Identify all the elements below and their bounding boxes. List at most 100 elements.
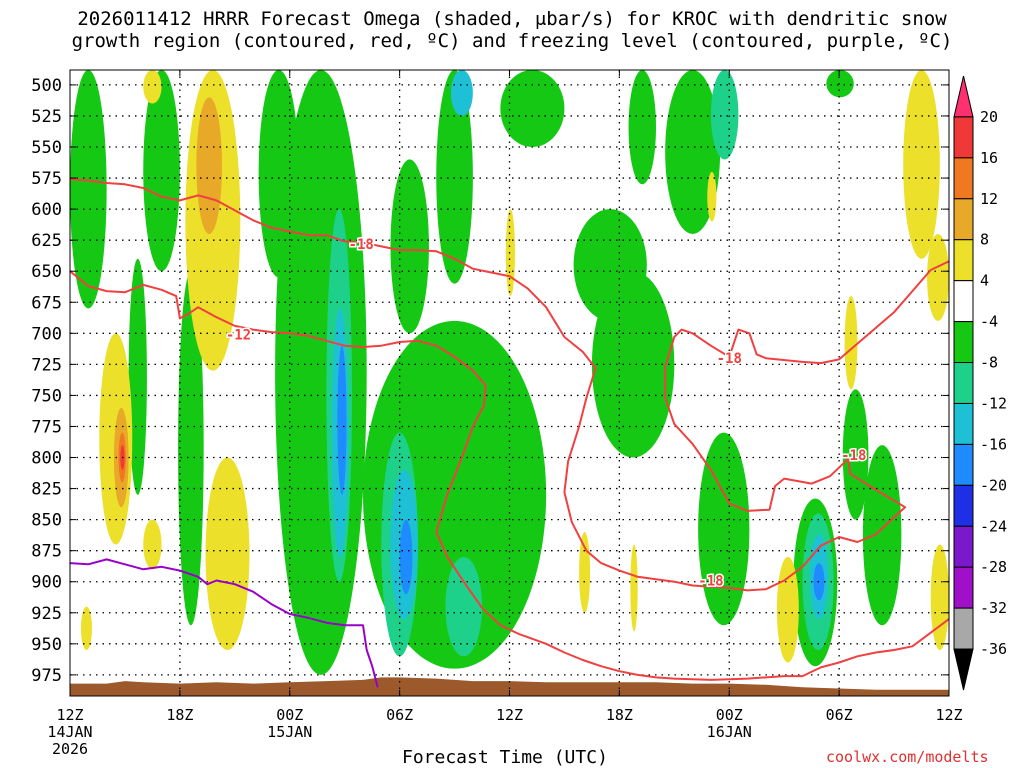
omega-region (505, 209, 515, 297)
omega-region (698, 432, 750, 626)
omega-region (500, 70, 565, 148)
y-tick-label: 775 (31, 417, 62, 437)
colorbar-label: -36 (980, 640, 1007, 658)
dgz-contour-minus18 (70, 178, 949, 592)
omega-region (445, 556, 483, 657)
contour-label: -12 (226, 328, 251, 344)
y-tick-label: 950 (31, 635, 62, 655)
x-tick-year-label: 2026 (52, 740, 88, 758)
y-tick-label: 600 (31, 200, 62, 220)
y-tick-label: 725 (31, 355, 62, 375)
colorbar-bin (953, 239, 974, 282)
x-tick-label: 18Z (606, 706, 633, 724)
contour-label: -18 (841, 448, 866, 464)
colorbar-bin (953, 525, 974, 568)
omega-region (128, 258, 147, 495)
y-tick-label: 975 (31, 666, 62, 686)
omega-region (70, 70, 107, 309)
colorbar-arrow-min (953, 648, 974, 691)
contour-label: -18 (717, 351, 742, 367)
contour-layer (70, 178, 949, 688)
omega-region (665, 70, 721, 234)
y-tick-label: 575 (31, 169, 62, 189)
omega-region (903, 70, 940, 259)
y-tick-label: 500 (31, 76, 62, 96)
omega-region (399, 519, 413, 595)
colorbar-label: -32 (980, 599, 1007, 617)
colorbar-arrow-max (953, 75, 974, 118)
omega-region (178, 271, 204, 626)
colorbar-bin (953, 198, 974, 241)
colorbar-bin (953, 157, 974, 200)
omega-region (143, 70, 162, 104)
x-axis-title: Forecast Time (UTC) (402, 747, 608, 768)
colorbar-label: -16 (980, 435, 1007, 453)
colorbar-bin (953, 280, 974, 323)
colorbar-label: -28 (980, 558, 1007, 576)
freezing-level-contour (70, 558, 379, 688)
colorbar-bin (953, 566, 974, 609)
x-tick-label: 12Z (56, 706, 83, 724)
chart-title-line2: growth region (contoured, red, ºC) and f… (71, 30, 953, 52)
y-tick-label: 550 (31, 138, 62, 158)
omega-region (930, 544, 949, 651)
omega-region (630, 544, 638, 632)
x-tick-label: 18Z (166, 706, 193, 724)
omega-region (842, 389, 869, 520)
x-tick-label: 00Z (716, 706, 743, 724)
y-tick-label: 875 (31, 542, 62, 562)
colorbar-legend: 20 16 12 8 4 -4 -8 -12 -16 -20 -24 -28 -32 -36 (953, 75, 1007, 691)
chart-title-line1: 2026011412 HRRR Forecast Omega (shaded, … (77, 8, 947, 30)
x-tick-date-label: 14JAN (47, 723, 92, 741)
omega-region (450, 70, 473, 116)
contour-label-layer: -18 -12 -18 -18 -18 (224, 235, 868, 591)
omega-region (826, 70, 854, 98)
colorbar-label: 8 (980, 231, 989, 249)
omega-region (628, 70, 656, 185)
x-tick-date-label: 15JAN (267, 723, 312, 741)
omega-region (844, 296, 858, 390)
y-tick-label: 700 (31, 324, 62, 344)
colorbar-bin (953, 443, 974, 486)
contour-label: -18 (698, 573, 723, 589)
colorbar-label: 20 (980, 108, 998, 126)
y-tick-label: 925 (31, 604, 62, 624)
omega-region (927, 233, 949, 321)
source-credit: coolwx.com/modelts (826, 748, 989, 766)
y-tick-label: 650 (31, 262, 62, 282)
x-tick-label: 06Z (826, 706, 853, 724)
omega-region (579, 532, 591, 613)
x-tick-label: 00Z (276, 706, 303, 724)
colorbar-label: 12 (980, 190, 998, 208)
omega-region (143, 519, 162, 570)
colorbar-label: -12 (980, 394, 1007, 412)
colorbar-label: -8 (980, 354, 998, 372)
colorbar-bin (953, 116, 974, 159)
omega-region (143, 70, 180, 272)
x-tick-label: 06Z (386, 706, 413, 724)
y-tick-label: 675 (31, 293, 62, 313)
colorbar-label: 4 (980, 272, 989, 290)
omega-region (196, 97, 222, 234)
omega-region (337, 345, 347, 495)
omega-region (776, 556, 799, 663)
colorbar-bin (953, 321, 974, 364)
y-tick-label: 625 (31, 231, 62, 251)
colorbar-label: -4 (980, 313, 998, 331)
y-tick-label: 750 (31, 386, 62, 406)
x-tick-date-label: 16JAN (707, 723, 752, 741)
y-tick-label: 800 (31, 449, 62, 469)
y-tick-label: 525 (31, 107, 62, 127)
omega-region (80, 606, 92, 651)
colorbar-bin (953, 402, 974, 445)
y-tick-label: 850 (31, 511, 62, 531)
colorbar-bin (953, 484, 974, 527)
omega-region (591, 271, 675, 458)
x-tick-label: 12Z (496, 706, 523, 724)
y-tick-label: 825 (31, 480, 62, 500)
grid-layer (70, 70, 949, 696)
dgz-contour-minus12 (70, 270, 949, 681)
colorbar-bin (953, 607, 974, 650)
